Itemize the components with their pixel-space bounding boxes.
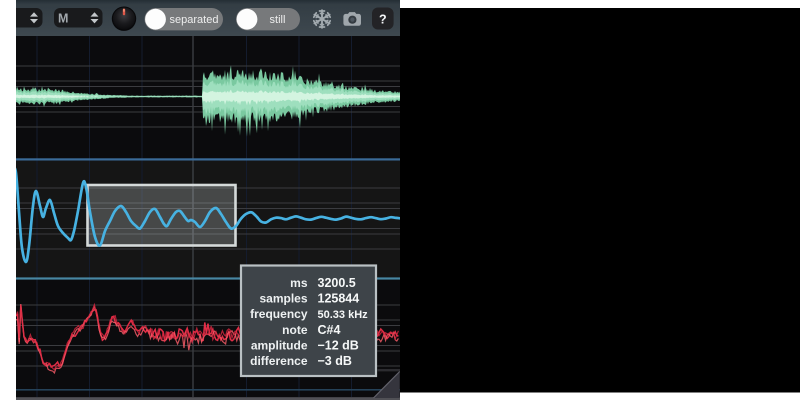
- svg-text:M: M: [58, 11, 68, 25]
- svg-text:difference: difference: [250, 354, 308, 368]
- svg-text:125844: 125844: [318, 292, 360, 306]
- svg-text:separated: separated: [170, 14, 219, 26]
- svg-text:note: note: [282, 323, 308, 337]
- svg-text:50.33 kHz: 50.33 kHz: [318, 309, 369, 321]
- svg-text:samples: samples: [259, 292, 307, 306]
- svg-text:amplitude: amplitude: [251, 338, 308, 352]
- svg-text:C#4: C#4: [318, 323, 341, 337]
- svg-text:−12 dB: −12 dB: [318, 338, 359, 352]
- svg-text:frequency: frequency: [250, 307, 308, 321]
- svg-text:ms: ms: [290, 276, 308, 290]
- svg-text:−3 dB: −3 dB: [318, 354, 352, 368]
- svg-text:?: ?: [379, 12, 387, 26]
- svg-text:still: still: [270, 14, 286, 26]
- svg-text:3200.5: 3200.5: [318, 276, 356, 290]
